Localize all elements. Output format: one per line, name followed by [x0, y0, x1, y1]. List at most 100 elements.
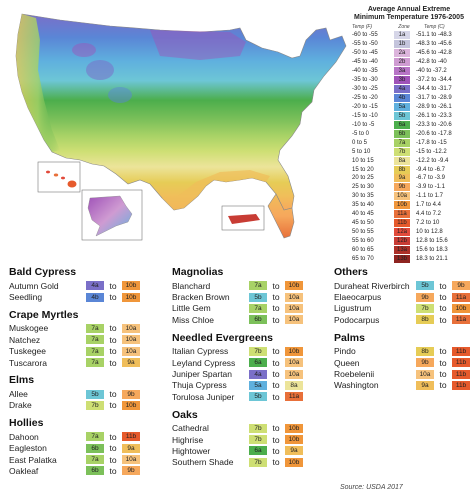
zone-from-badge: 7a	[86, 335, 104, 345]
zone-from-badge: 7a	[86, 346, 104, 356]
legend-zone-swatch: 4b	[394, 94, 410, 103]
legend-temp-c: 4.4 to 7.2	[416, 211, 442, 218]
zone-from-badge: 9b	[416, 358, 434, 368]
legend-temp-c: -42.8 to -40	[416, 59, 447, 66]
legend-row: -30 to -25 4a -34.4 to -31.7	[348, 85, 470, 94]
legend-col-temp-f: Temp (F)	[352, 24, 373, 30]
zone-to-badge: 11b	[452, 369, 470, 379]
plant-row: Blanchard 7a to 10b	[172, 280, 322, 291]
legend-col-temp-c: Temp (C)	[424, 24, 445, 30]
legend-zone-swatch: 12b	[394, 237, 410, 246]
plant-row: Tuscarora 7a to 9a	[9, 357, 159, 368]
zone-from-badge: 6b	[249, 315, 267, 325]
zone-to-badge: 10a	[122, 346, 140, 356]
legend-zone-swatch: 7a	[394, 138, 410, 147]
to-word: to	[109, 346, 117, 357]
to-word: to	[272, 457, 280, 468]
zone-to-badge: 10a	[285, 315, 303, 325]
legend-row: -5 to 0 6b -20.6 to -17.8	[348, 129, 470, 138]
plant-row: Cathedral 7b to 10b	[172, 423, 322, 434]
to-word: to	[272, 434, 280, 445]
to-word: to	[109, 454, 117, 465]
plant-column-3: Others Duraheat Riverbirch 5b to 9b Elaeocarp…	[334, 266, 474, 397]
plant-name: Miss Chloe	[172, 314, 215, 325]
zone-to-badge: 9b	[452, 281, 470, 291]
legend-temp-f: -50 to -45	[352, 50, 378, 57]
legend-row: 45 to 50 11b 7.2 to 10	[348, 219, 470, 228]
zone-to-badge: 11a	[452, 315, 470, 325]
legend-temp-c: -17.8 to -15	[416, 139, 447, 146]
legend-temp-c: -28.9 to -26.1	[416, 103, 452, 110]
zone-from-badge: 7b	[249, 435, 267, 445]
to-word: to	[272, 391, 280, 402]
legend-temp-f: 50 to 55	[352, 229, 374, 236]
legend-zone-swatch: 10a	[394, 192, 410, 201]
zone-to-badge: 10b	[285, 346, 303, 356]
to-word: to	[272, 369, 280, 380]
plant-group-title: Bald Cypress	[9, 266, 77, 278]
to-word: to	[109, 334, 117, 345]
legend-row: 65 to 70 13b 18.3 to 21.1	[348, 254, 470, 263]
zone-from-badge: 5b	[86, 389, 104, 399]
legend-zone-swatch: 6b	[394, 129, 410, 138]
plant-row: Muskogee 7a to 10a	[9, 323, 159, 334]
legend-row: 40 to 45 11a 4.4 to 7.2	[348, 210, 470, 219]
plant-group-title: Oaks	[172, 408, 198, 421]
plant-name: Bracken Brown	[172, 292, 230, 303]
plant-name: Duraheat Riverbirch	[334, 280, 410, 291]
plant-name: Cathedral	[172, 423, 209, 434]
legend-temp-c: -23.3 to -20.6	[416, 121, 452, 128]
plant-name: Dahoon	[9, 431, 39, 442]
plant-name: Autumn Gold	[9, 280, 59, 291]
legend-row: -25 to -20 4b -31.7 to -28.9	[348, 94, 470, 103]
legend-temp-f: -20 to -15	[352, 103, 378, 110]
plant-group: Elms Allee 5b to 9b Drake 7b to 10b	[9, 374, 159, 411]
zone-from-badge: 7b	[416, 303, 434, 313]
to-word: to	[272, 380, 280, 391]
plant-group: Magnolias Blanchard 7a to 10b Bracken Brown 5b…	[172, 266, 322, 326]
plant-group-title: Others	[334, 266, 368, 278]
usa-zone-map	[15, 13, 347, 241]
legend-zone-swatch: 13a	[394, 245, 410, 254]
zone-from-badge: 7a	[249, 303, 267, 313]
plant-name: East Palatka	[9, 454, 57, 465]
plant-row: Ligustrum 7b to 10b	[334, 303, 474, 314]
legend-temp-f: -5 to 0	[352, 130, 370, 137]
to-word: to	[272, 314, 280, 325]
plant-row: Juniper Spartan 4a to 10a	[172, 368, 322, 379]
to-word: to	[439, 346, 447, 357]
zone-to-badge: 10b	[122, 400, 140, 410]
plant-group: Crape Myrtles Muskogee 7a to 10a Natchez 7a to 1…	[9, 309, 159, 369]
zone-to-badge: 10b	[122, 281, 140, 291]
zone-to-badge: 9b	[122, 389, 140, 399]
zone-to-badge: 10a	[285, 303, 303, 313]
legend-row: 35 to 40 10b 1.7 to 4.4	[348, 201, 470, 210]
zone-to-badge: 11b	[452, 380, 470, 390]
zone-to-badge: 9b	[122, 466, 140, 476]
plant-row: Tuskegee 7a to 10a	[9, 346, 159, 357]
legend-row: 55 to 60 12b 12.8 to 15.6	[348, 237, 470, 246]
to-word: to	[109, 400, 117, 411]
legend-zone-swatch: 8b	[394, 165, 410, 174]
legend-temp-c: -37.2 to -34.4	[416, 77, 452, 84]
legend-row: 50 to 55 12a 10 to 12.8	[348, 228, 470, 237]
legend-temp-c: -9.4 to -6.7	[416, 166, 446, 173]
plant-name: Juniper Spartan	[172, 369, 233, 380]
legend-zone-swatch: 2b	[394, 58, 410, 67]
legend-temp-c: 7.2 to 10	[416, 220, 440, 227]
legend-temp-f: 5 to 10	[352, 148, 371, 155]
zone-to-badge: 10a	[285, 369, 303, 379]
legend-temp-c: 10 to 12.8	[416, 229, 443, 236]
legend-temp-f: -60 to -55	[352, 32, 378, 39]
legend-title-line1: Average Annual Extreme	[367, 6, 451, 13]
zone-from-badge: 4a	[86, 281, 104, 291]
plant-row: Queen 9b to 11b	[334, 357, 474, 368]
plant-row: Allee 5b to 9b	[9, 388, 159, 399]
plant-group: Hollies Dahoon 7a to 11b Eagleston 6b to 9a East …	[9, 417, 159, 477]
legend-row: 30 to 35 10a -1.1 to 1.7	[348, 192, 470, 201]
zone-to-badge: 11a	[452, 292, 470, 302]
plant-name: Eagleston	[9, 443, 47, 454]
zone-to-badge: 9a	[122, 443, 140, 453]
zone-from-badge: 6a	[249, 446, 267, 456]
plant-group-title: Crape Myrtles	[9, 308, 79, 321]
